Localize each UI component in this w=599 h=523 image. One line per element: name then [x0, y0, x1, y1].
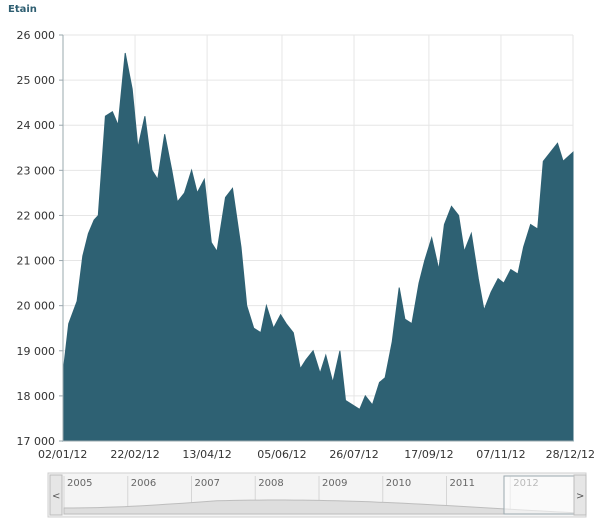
scroll-right-icon: > [576, 491, 584, 502]
x-tick-label: 28/12/12 [546, 448, 595, 461]
x-tick-label: 07/11/12 [476, 448, 525, 461]
scroll-left-icon: < [52, 491, 60, 502]
x-tick-label: 05/06/12 [257, 448, 306, 461]
navigator-year-label: 2006 [131, 478, 156, 489]
y-tick-label: 22 000 [17, 209, 56, 222]
navigator-scroll-left[interactable]: < [49, 474, 63, 516]
x-tick-label: 13/04/12 [182, 448, 231, 461]
navigator-year-label: 2009 [322, 478, 347, 489]
y-tick-label: 19 000 [17, 345, 56, 358]
navigator-year-label: 2008 [258, 478, 283, 489]
y-tick-label: 17 000 [17, 435, 56, 448]
y-tick-label: 23 000 [17, 164, 56, 177]
x-tick-label: 26/07/12 [329, 448, 378, 461]
y-tick-label: 20 000 [17, 300, 56, 313]
y-tick-labels: 17 000 18 000 19 000 20 000 21 000 22 000 23 0… [17, 29, 56, 448]
navigator-year-label: 2011 [450, 478, 475, 489]
navigator-year-label: 2005 [67, 478, 92, 489]
navigator-selection[interactable] [503, 475, 575, 515]
navigator-overview-line [63, 499, 575, 515]
y-tick-label: 24 000 [17, 119, 56, 132]
chart-svg: 17 000 18 000 19 000 20 000 21 000 22 000 23 0… [17, 29, 596, 461]
x-tick-labels: 02/01/12 22/02/12 13/04/12 05/06/12 26/07/12… [38, 448, 595, 461]
y-tick-label: 18 000 [17, 390, 56, 403]
y-tick-label: 21 000 [17, 255, 56, 268]
x-tick-label: 22/02/12 [110, 448, 159, 461]
series-area [62, 52, 574, 442]
navigator-year-label: 2010 [386, 478, 411, 489]
y-tick-label: 25 000 [17, 74, 56, 87]
chart-title: Etain [8, 4, 37, 15]
x-tick-label: 17/09/12 [404, 448, 453, 461]
x-tick-label: 02/01/12 [38, 448, 87, 461]
navigator-year-label: 2007 [195, 478, 220, 489]
navigator-scroll-right[interactable]: > [573, 474, 587, 516]
y-tick-label: 26 000 [17, 29, 56, 42]
